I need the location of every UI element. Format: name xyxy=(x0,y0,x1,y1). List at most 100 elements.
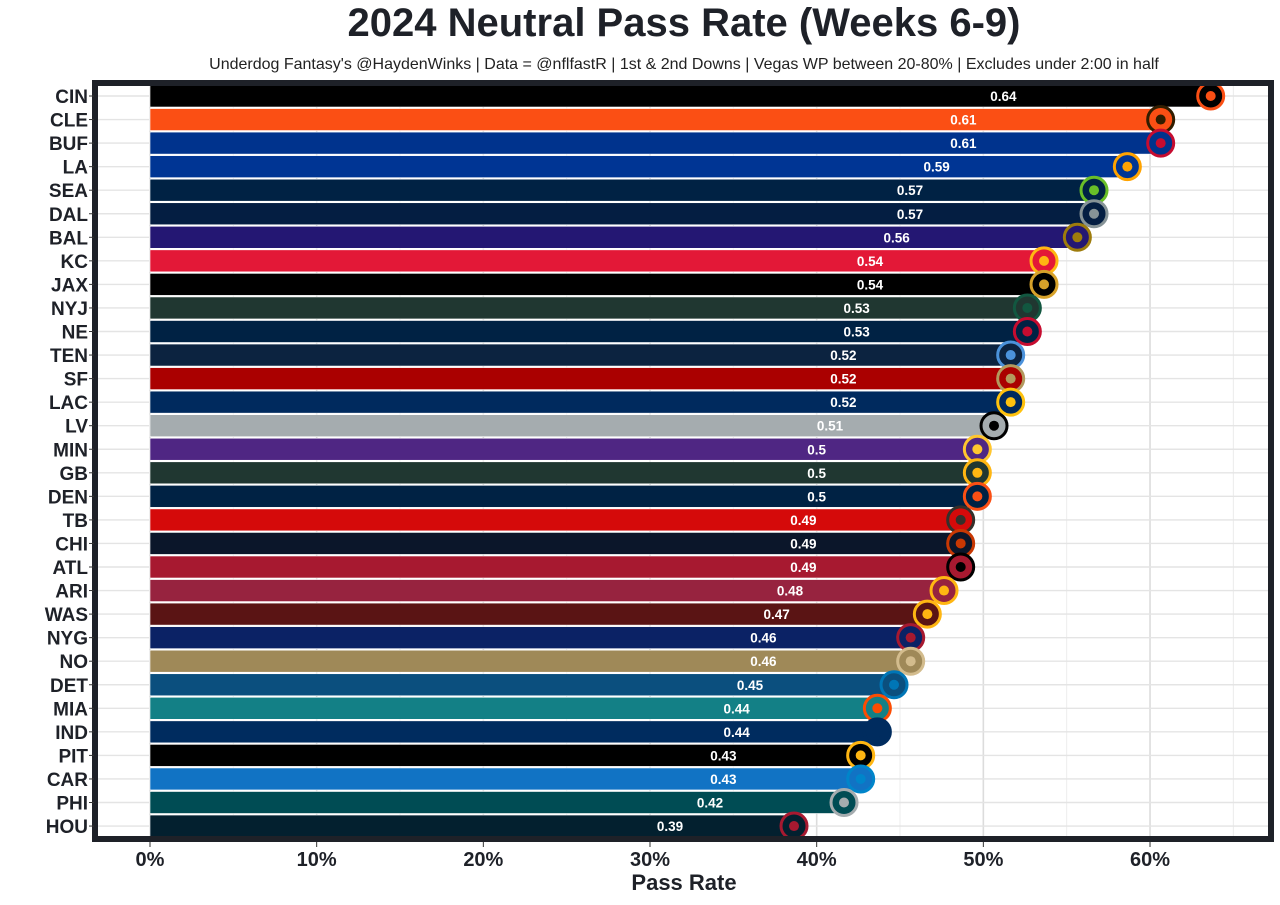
logo-center xyxy=(839,797,850,808)
team-logo-sea-icon xyxy=(1079,175,1109,205)
y-tick-label: CLE xyxy=(50,111,88,132)
bar-was xyxy=(149,602,934,626)
team-logo-phi-icon xyxy=(829,788,859,817)
data-label: 0.48 xyxy=(777,584,804,599)
y-tick-label: SEA xyxy=(49,181,88,202)
bar-phi xyxy=(149,791,851,814)
team-logo-atl-icon xyxy=(946,552,976,582)
bar-ten xyxy=(149,343,1017,367)
logo-center xyxy=(1005,373,1016,384)
bar-jax xyxy=(149,273,1051,296)
x-tick-label: 10% xyxy=(297,849,337,871)
bar-tb xyxy=(149,508,967,532)
team-logo-la-icon xyxy=(1112,152,1142,182)
y-tick-label: TEN xyxy=(50,346,88,367)
y-tick-label: BUF xyxy=(49,134,88,155)
bar-ind xyxy=(149,720,884,744)
logo-center xyxy=(1039,279,1050,290)
logo-center xyxy=(855,750,866,761)
y-tick-label: ARI xyxy=(55,582,88,603)
logo-center xyxy=(1022,326,1033,337)
data-label: 0.59 xyxy=(924,160,950,175)
y-tick-label: NYG xyxy=(47,629,88,650)
y-tick-label: SF xyxy=(64,370,88,391)
y-tick-label: NYJ xyxy=(51,299,88,320)
bar-atl xyxy=(149,555,967,579)
logo-center xyxy=(872,726,883,737)
data-label: 0.52 xyxy=(830,372,856,387)
bar-ne xyxy=(149,320,1034,343)
chart-subtitle: Underdog Fantasy's @HaydenWinks | Data =… xyxy=(209,56,1159,73)
y-tick-label: LAC xyxy=(49,393,88,414)
logo-center xyxy=(1205,91,1216,101)
bar-chi xyxy=(149,532,967,555)
team-logo-car-icon xyxy=(846,764,876,794)
data-label: 0.46 xyxy=(750,654,777,669)
x-axis-title: Pass Rate xyxy=(631,870,736,895)
bar-nyj xyxy=(149,296,1034,320)
team-logo-ind-icon xyxy=(862,717,892,747)
team-logos xyxy=(779,81,1226,841)
logo-center xyxy=(1005,350,1016,361)
bar-mia xyxy=(149,696,884,720)
bar-lv xyxy=(149,414,1001,438)
data-label: 0.5 xyxy=(807,466,826,481)
bar-car xyxy=(149,767,867,791)
logo-center xyxy=(955,562,966,572)
data-label: 0.61 xyxy=(950,136,977,151)
logo-center xyxy=(1155,114,1166,125)
data-label: 0.42 xyxy=(697,796,723,811)
y-tick-label: LA xyxy=(63,158,89,179)
x-tick-label: 60% xyxy=(1130,849,1170,871)
y-tick-label: LV xyxy=(65,417,88,438)
team-logo-det-icon xyxy=(879,670,909,700)
data-label: 0.57 xyxy=(897,183,923,198)
y-tick-label: IND xyxy=(55,723,88,744)
bar-den xyxy=(149,485,984,508)
x-axis-labels: 0% 10% 20% 30% 40% 50% 60% xyxy=(136,842,1170,871)
team-logo-jax-icon xyxy=(1029,269,1059,299)
team-logo-no-icon xyxy=(896,646,926,676)
chart-title: 2024 Neutral Pass Rate (Weeks 6-9) xyxy=(348,1,1021,45)
x-tick-label: 40% xyxy=(797,849,837,871)
y-tick-label: GB xyxy=(60,464,89,485)
bar-nyg xyxy=(149,626,917,649)
data-label: 0.5 xyxy=(807,489,826,504)
data-label: 0.64 xyxy=(990,89,1017,104)
data-label: 0.5 xyxy=(807,442,826,457)
y-tick-label: CHI xyxy=(55,534,88,555)
logo-center xyxy=(1039,255,1050,266)
data-label: 0.47 xyxy=(764,607,790,622)
y-tick-label: BAL xyxy=(49,228,88,249)
bar-buf xyxy=(149,131,1167,155)
bar-dal xyxy=(149,202,1101,226)
y-tick-label: DET xyxy=(50,676,88,697)
data-label: 0.57 xyxy=(897,207,923,222)
x-tick-label: 0% xyxy=(136,849,165,871)
y-tick-label: ATL xyxy=(52,558,88,579)
team-logo-cin-icon xyxy=(1196,81,1226,111)
data-label: 0.43 xyxy=(710,748,737,763)
logo-center xyxy=(989,420,1000,431)
data-label: 0.45 xyxy=(737,678,764,693)
team-logo-lv-icon xyxy=(979,411,1009,441)
data-label: 0.49 xyxy=(790,513,816,528)
bar-gb xyxy=(149,461,984,485)
data-labels: 0.640.610.610.590.570.570.560.540.540.53… xyxy=(657,89,1017,834)
x-tick-label: 30% xyxy=(630,849,670,871)
logo-center xyxy=(1022,302,1033,313)
data-label: 0.52 xyxy=(830,348,856,363)
bar-sf xyxy=(149,367,1017,390)
logo-center xyxy=(972,444,983,455)
data-label: 0.53 xyxy=(844,325,871,340)
bar-min xyxy=(149,437,984,461)
logo-center xyxy=(789,821,800,832)
y-tick-label: NE xyxy=(62,323,88,344)
team-logo-sf-icon xyxy=(996,364,1026,394)
logo-center xyxy=(1089,208,1100,219)
y-tick-label: PIT xyxy=(58,746,88,767)
y-tick-label: CIN xyxy=(55,87,88,108)
y-tick-label: CAR xyxy=(47,770,88,791)
